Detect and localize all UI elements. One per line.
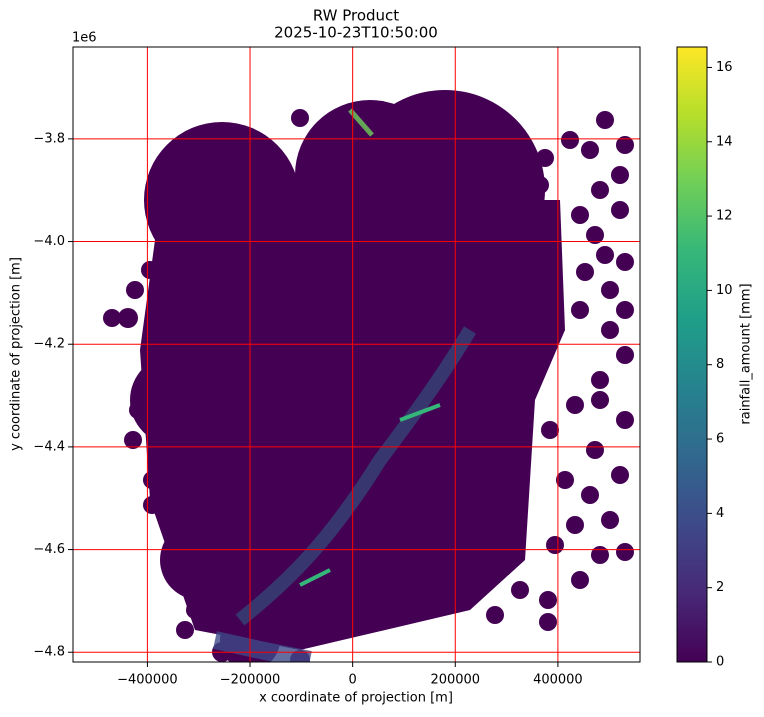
radar-coverage bbox=[103, 90, 634, 662]
x-tick-label: 400000 bbox=[533, 673, 583, 688]
colorbar bbox=[676, 46, 708, 663]
plot-frame bbox=[72, 46, 641, 663]
x-tick-label: −200000 bbox=[220, 673, 281, 688]
colorbar-tick-label: 8 bbox=[716, 357, 724, 372]
colorbar-label: rainfall_amount [mm] bbox=[739, 283, 754, 424]
y-tick-label: −3.8 bbox=[33, 131, 65, 146]
colorbar-tick-label: 10 bbox=[716, 283, 733, 298]
colorbar-tick-label: 16 bbox=[716, 60, 733, 75]
y-tick-label: −4.4 bbox=[33, 439, 65, 454]
y-tick-label: −4.0 bbox=[33, 234, 65, 249]
x-tick-label: −400000 bbox=[117, 673, 178, 688]
y-offset-label: 1e6 bbox=[72, 31, 97, 46]
colorbar-tick-label: 6 bbox=[716, 432, 724, 447]
y-tick-label: −4.8 bbox=[33, 645, 65, 660]
y-axis-label: y coordinate of projection [m] bbox=[9, 257, 24, 451]
x-tick-label: 200000 bbox=[430, 673, 480, 688]
colorbar-tick-label: 4 bbox=[716, 506, 724, 521]
x-axis-label: x coordinate of projection [m] bbox=[259, 691, 453, 706]
chart-title: RW Product bbox=[313, 7, 399, 25]
y-tick-label: −4.6 bbox=[33, 542, 65, 557]
colorbar-tick-label: 0 bbox=[716, 655, 724, 670]
colorbar-tick-label: 12 bbox=[716, 209, 733, 224]
x-tick-label: 0 bbox=[349, 673, 357, 688]
rain-features bbox=[213, 108, 477, 662]
y-tick-label: −4.2 bbox=[33, 337, 65, 352]
colorbar-tick-label: 2 bbox=[716, 580, 724, 595]
colorbar-tick-label: 14 bbox=[716, 134, 733, 149]
chart-subtitle: 2025-10-23T10:50:00 bbox=[274, 24, 438, 42]
